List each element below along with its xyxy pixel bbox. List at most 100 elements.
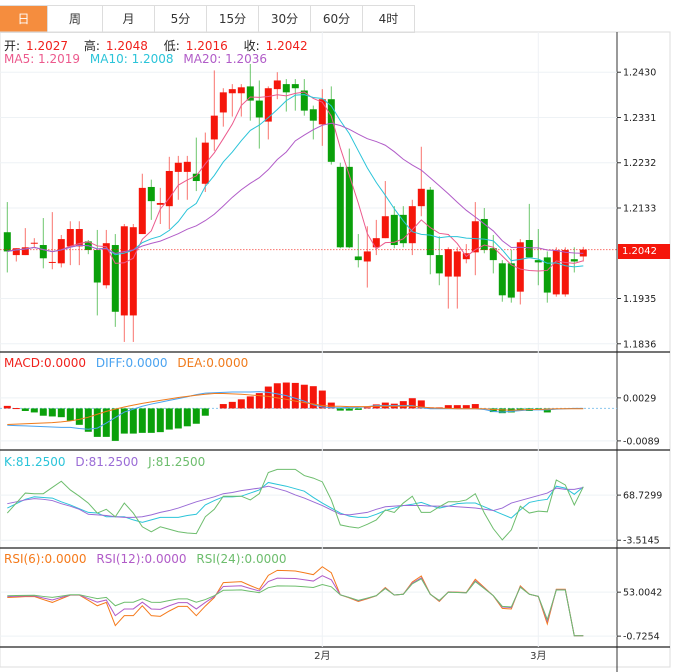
current-price-tag: 1.2042	[618, 244, 670, 259]
y-tick-label: -0.0089	[623, 436, 660, 447]
candle	[30, 238, 38, 249]
macd-bar	[147, 408, 155, 433]
kdj-legend: K:81.2500 D:81.2500 J:81.2500	[4, 455, 211, 469]
candle	[516, 239, 524, 305]
ma5-line	[7, 91, 584, 272]
tab-1[interactable]: 周	[48, 6, 103, 32]
candle	[138, 173, 146, 235]
j-legend-value: J:81.2500	[148, 455, 206, 469]
rsi24-legend-value: RSI(24):0.0000	[196, 552, 287, 566]
candle-body	[534, 260, 542, 263]
macd-bar	[363, 407, 371, 409]
rsi12-line	[7, 575, 584, 637]
rsi-legend: RSI(6):0.0000 RSI(12):0.0000 RSI(24):0.0…	[4, 552, 293, 566]
ma20-line	[7, 122, 584, 254]
candle	[399, 206, 407, 248]
candle-body	[237, 87, 245, 94]
dea-line	[7, 392, 584, 425]
candle	[381, 181, 389, 239]
tab-7[interactable]: 4时	[363, 6, 415, 32]
candle	[300, 79, 308, 116]
d-legend-value: D:81.2500	[75, 455, 139, 469]
candle	[318, 89, 326, 146]
candle-body	[372, 238, 380, 248]
candle-body	[435, 255, 443, 274]
macd-bar	[84, 408, 92, 432]
macd-bar	[327, 402, 335, 409]
diff-line	[7, 391, 584, 430]
tab-0[interactable]: 日	[0, 6, 48, 32]
tab-5[interactable]: 30分	[259, 6, 311, 32]
macd-bar	[399, 401, 407, 409]
candle-body	[192, 173, 200, 182]
rsi6-line	[7, 566, 584, 637]
candle-body	[246, 86, 254, 101]
candle-body	[426, 189, 434, 256]
macd-bar	[39, 408, 47, 416]
candle	[525, 203, 533, 258]
candle-body	[570, 259, 578, 262]
macd-bar	[48, 408, 56, 417]
candle	[426, 186, 434, 275]
candle-body	[102, 243, 110, 286]
y-tick-label: 68.7299	[623, 491, 662, 502]
low-value: 1.2016	[185, 39, 228, 53]
macd-bar	[300, 384, 308, 409]
candle-body	[498, 263, 506, 296]
candles-group	[3, 64, 587, 342]
macd-bar	[156, 408, 164, 433]
candle-body	[561, 250, 569, 295]
candle	[57, 234, 65, 268]
candle	[480, 208, 488, 254]
chart-frame	[0, 31, 671, 668]
macd-bar	[516, 408, 524, 410]
candle-body	[12, 248, 20, 256]
candle	[156, 187, 164, 224]
tab-3[interactable]: 5分	[155, 6, 207, 32]
candle-body	[129, 227, 137, 316]
macd-bar	[273, 383, 281, 409]
candle-body	[390, 214, 398, 246]
candle-body	[174, 162, 182, 172]
diff-legend-value: DIFF:0.0000	[95, 356, 168, 370]
ohlc-legend: 开: 1.2027 高: 1.2048 低: 1.2016 收: 1.2042	[4, 37, 320, 54]
ma5-legend: MA5: 1.2019	[4, 52, 81, 66]
open-value: 1.2027	[26, 39, 69, 53]
candle	[498, 260, 506, 302]
candle	[255, 80, 263, 149]
macd-bar	[129, 408, 137, 434]
candle-body	[318, 99, 326, 125]
candle-body	[3, 232, 11, 252]
macd-bar	[246, 396, 254, 409]
candle	[3, 202, 11, 273]
candle	[174, 155, 182, 200]
candle-body	[408, 206, 416, 244]
ma10-line	[7, 94, 584, 268]
candle-body	[147, 186, 155, 202]
candle	[561, 247, 569, 297]
macd-bar	[201, 408, 209, 416]
candle-body	[543, 257, 551, 293]
tab-2[interactable]: 月	[103, 6, 155, 32]
close-value: 1.2042	[265, 39, 308, 53]
candle	[237, 84, 245, 117]
macd-bar	[3, 405, 11, 409]
tab-6[interactable]: 60分	[311, 6, 363, 32]
y-tick-label: -0.7254	[623, 632, 660, 643]
candle-body	[48, 261, 56, 263]
candle	[147, 179, 155, 220]
candle-body	[183, 161, 191, 172]
candle-body	[525, 240, 533, 258]
open-label: 开:	[4, 39, 21, 53]
tab-4[interactable]: 15分	[207, 6, 259, 32]
candle	[435, 236, 443, 286]
candle	[111, 234, 119, 327]
candle	[345, 148, 353, 249]
macd-bar	[228, 401, 236, 409]
candle	[327, 86, 335, 165]
candle-body	[444, 249, 452, 277]
macd-bar	[174, 408, 182, 429]
candle	[570, 247, 578, 273]
candle	[102, 229, 110, 289]
